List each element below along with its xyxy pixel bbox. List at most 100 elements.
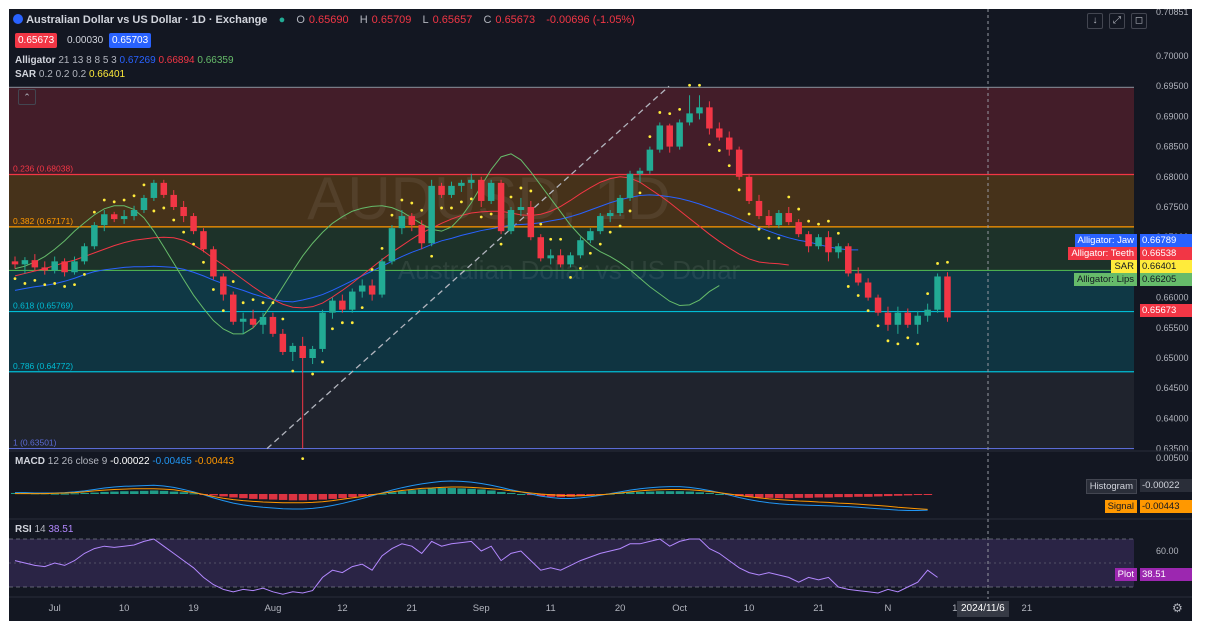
macd-histogram-bar bbox=[854, 494, 863, 497]
sar-dot bbox=[370, 268, 374, 271]
macd-histogram-bar bbox=[715, 494, 724, 495]
macd-histogram-bar bbox=[546, 494, 556, 497]
macd-legend[interactable]: MACD 12 26 close 9 -0.00022 -0.00465 -0.… bbox=[15, 456, 235, 467]
alligator-legend[interactable]: Alligator 21 13 8 8 5 3 0.67269 0.66894 … bbox=[15, 55, 234, 66]
macd-histogram-bar bbox=[70, 493, 80, 495]
buy-price-button[interactable]: 0.65703 bbox=[109, 33, 152, 48]
candle-body bbox=[805, 234, 812, 247]
expand-icon[interactable]: ⤢ bbox=[1109, 13, 1125, 29]
sar-dot bbox=[836, 231, 840, 235]
macd-histogram-bar bbox=[348, 494, 357, 498]
fib-label: 0.618 (0.65769) bbox=[13, 301, 73, 311]
time-tick-label: 11 bbox=[546, 603, 556, 614]
sar-dot bbox=[13, 277, 17, 281]
sar-legend[interactable]: SAR 0.2 0.2 0.2 0.66401 bbox=[15, 69, 126, 80]
market-status-dot-icon: ● bbox=[278, 14, 286, 26]
sar-dot bbox=[410, 201, 414, 205]
macd-histogram-bar bbox=[784, 494, 794, 499]
macd-histogram-bar bbox=[804, 494, 814, 498]
candle-body bbox=[487, 182, 495, 201]
candle-body bbox=[725, 137, 733, 150]
rsi-legend[interactable]: RSI 14 38.51 bbox=[15, 524, 74, 535]
candle-body bbox=[477, 179, 485, 201]
sar-dot bbox=[102, 198, 106, 202]
candle-body bbox=[418, 225, 425, 244]
candle-body bbox=[825, 237, 832, 253]
candle-body bbox=[120, 216, 128, 220]
macd-histogram-bar bbox=[764, 494, 774, 498]
time-tick-label: N bbox=[885, 603, 892, 614]
macd-histogram-bar bbox=[755, 494, 764, 498]
macd-histogram-bar bbox=[437, 488, 447, 494]
candle-body bbox=[557, 255, 564, 265]
macd-histogram-bar bbox=[834, 494, 843, 498]
sar-dot bbox=[132, 194, 136, 198]
sar-dot bbox=[192, 242, 195, 246]
candle-body bbox=[319, 312, 326, 349]
candle-body bbox=[854, 273, 862, 283]
sar-dot bbox=[469, 197, 473, 201]
chevron-up-icon[interactable]: ⌃ bbox=[18, 89, 36, 105]
macd-histogram-bar bbox=[645, 491, 655, 494]
sar-dot bbox=[420, 208, 424, 212]
time-tick-label: 12 bbox=[337, 603, 348, 614]
sar-dot bbox=[221, 309, 225, 313]
macd-histogram-bar bbox=[586, 494, 595, 496]
sar-dot bbox=[390, 213, 394, 217]
candle-body bbox=[606, 213, 614, 217]
candle-body bbox=[31, 260, 39, 268]
arrow-down-icon[interactable]: ↓ bbox=[1087, 13, 1103, 29]
macd-histogram-bar bbox=[278, 494, 288, 500]
time-tick-label: 19 bbox=[188, 603, 199, 614]
macd-histogram-bar bbox=[913, 494, 923, 496]
snapshot-icon[interactable]: ◻ bbox=[1131, 13, 1147, 29]
fib-label: 0.382 (0.67171) bbox=[13, 216, 73, 226]
macd-histogram-bar bbox=[149, 490, 159, 494]
lips-price-tag: 0.66205 bbox=[1140, 273, 1192, 286]
macd-histogram-bar bbox=[616, 492, 625, 494]
sar-dot bbox=[846, 285, 850, 288]
sar-dot bbox=[33, 279, 37, 282]
macd-histogram-bar bbox=[209, 494, 218, 496]
candle-body bbox=[676, 122, 683, 147]
teeth-price-tag: 0.66538 bbox=[1140, 247, 1192, 260]
candle-body bbox=[666, 125, 673, 147]
time-tick-label: Jul bbox=[49, 603, 61, 614]
macd-histogram-bar bbox=[387, 492, 397, 494]
settings-gear-icon[interactable]: ⚙ bbox=[1172, 601, 1183, 615]
candle-body bbox=[259, 316, 267, 325]
candle-body bbox=[269, 316, 277, 334]
trend-line[interactable] bbox=[266, 85, 670, 450]
symbol-legend[interactable]: Australian Dollar vs US Dollar · 1D · Ex… bbox=[13, 13, 639, 27]
macd-histogram-bar bbox=[695, 492, 704, 494]
candle-body bbox=[785, 213, 793, 223]
price-tick-label: 0.68500 bbox=[1156, 142, 1189, 152]
macd-histogram-bar bbox=[457, 488, 466, 494]
ohlc-values: O 0.65690 H 0.65709 L 0.65657 C 0.65673 -0.0… bbox=[296, 14, 635, 26]
candle-body bbox=[597, 216, 604, 232]
candle-body bbox=[517, 207, 525, 211]
time-axis[interactable]: Jul1019Aug1221Sep1120Oct1021N1221 bbox=[9, 596, 1192, 614]
sar-dot bbox=[73, 283, 76, 287]
macd-histogram-bar bbox=[239, 494, 248, 499]
macd-histogram-bar bbox=[189, 493, 199, 495]
sar-dot bbox=[212, 288, 215, 291]
candle-body bbox=[349, 291, 356, 310]
sar-dot bbox=[251, 298, 255, 302]
sar-dot bbox=[400, 198, 404, 202]
sar-dot bbox=[797, 207, 801, 211]
sell-price-button[interactable]: 0.65673 bbox=[15, 33, 58, 48]
sar-dot bbox=[23, 282, 27, 285]
candle-body bbox=[358, 285, 366, 292]
macd-histogram-bar bbox=[923, 494, 933, 495]
candle-body bbox=[755, 200, 763, 217]
price-tick-label: 0.65000 bbox=[1156, 353, 1189, 363]
macd-histogram-bar bbox=[893, 494, 903, 496]
sar-dot bbox=[559, 237, 562, 241]
candle-body bbox=[874, 297, 882, 313]
sar-dot bbox=[668, 112, 672, 116]
candle-body bbox=[507, 210, 515, 232]
fib-label: 1 (0.63501) bbox=[13, 438, 57, 448]
chart-canvas[interactable]: AUDUSD, 1D Australian Dollar vs US Dolla… bbox=[9, 9, 1192, 621]
sar-dot bbox=[757, 227, 761, 231]
